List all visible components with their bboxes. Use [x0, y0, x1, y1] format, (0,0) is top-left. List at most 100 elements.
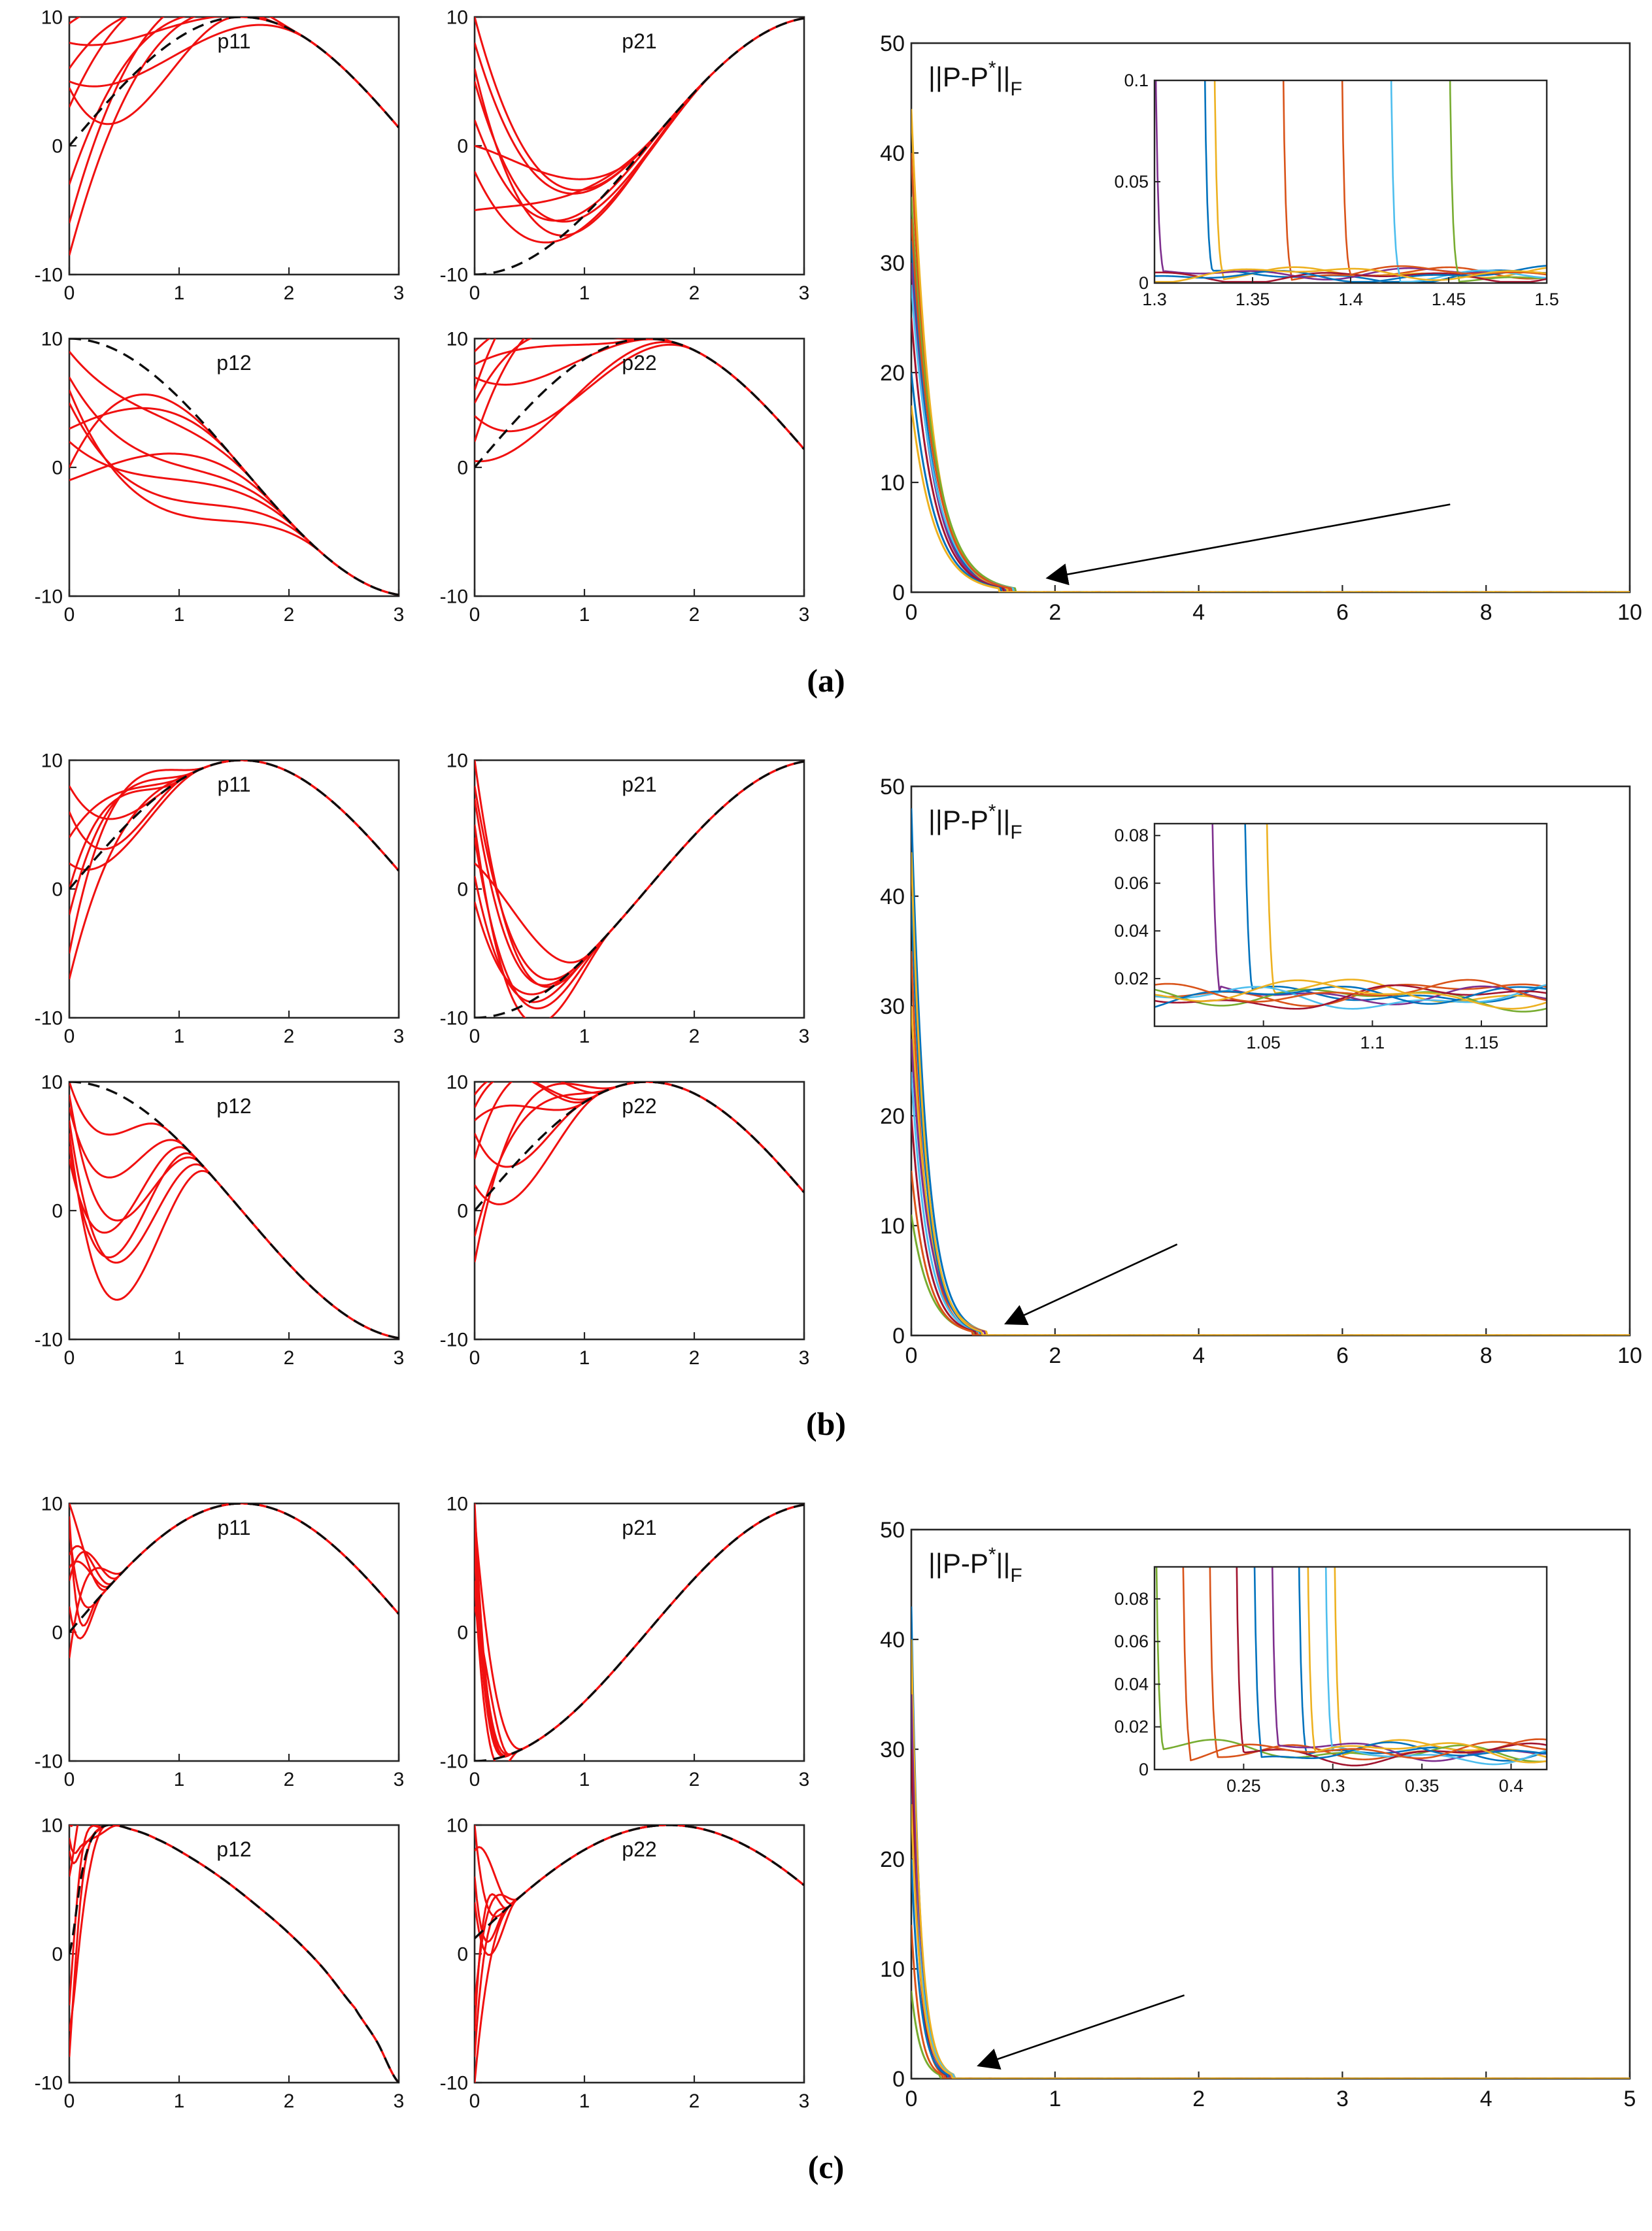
- target-curve: [69, 339, 399, 596]
- x-tick-label: 2: [284, 1769, 295, 1790]
- trajectory-line: [475, 760, 804, 1018]
- subplot-curves: [69, 760, 399, 980]
- x-tick-label: 0: [64, 282, 75, 304]
- y-tick-label: 0: [457, 136, 468, 158]
- x-tick-label: 2: [1049, 1343, 1061, 1368]
- y-tick-label: -10: [35, 1008, 63, 1030]
- x-tick-label: 0: [469, 1026, 480, 1047]
- x-tick-label: 10: [1617, 600, 1642, 625]
- norm-series-line: [911, 1990, 1630, 2079]
- x-tick-label: 3: [799, 282, 810, 304]
- panel-b-plots: 0 1 2 3 -10 0 10 p11 0 1 2 3 -10 0 10 p21 0 1 2 3 -10 0 10 p12 0…: [0, 743, 1652, 1486]
- trajectory-line: [475, 1503, 804, 1751]
- y-tick-label: 0: [52, 136, 63, 158]
- inset-arrow-annotation: [977, 1994, 1185, 2070]
- x-tick-label: 2: [689, 1347, 700, 1369]
- inset-series-line: [1155, 1567, 1547, 1763]
- panel-a: 0 1 2 3 -10 0 10 p11 0 1 2 3 -10 0 10 p21 0 1 2 3 -10 0 10 p12 0…: [0, 0, 1652, 743]
- inset-series-line: [1182, 1567, 1547, 1762]
- target-curve: [475, 1825, 804, 1939]
- y-tick-label: 0: [892, 580, 905, 605]
- y-tick-label: 10: [880, 1957, 905, 1982]
- trajectory-line: [475, 339, 804, 450]
- inset-x-tick-label: 1.4: [1338, 290, 1363, 309]
- x-tick-label: 6: [1336, 600, 1349, 625]
- x-tick-label: 0: [64, 1347, 75, 1369]
- target-curve: [69, 1503, 399, 1634]
- inset-x-tick-label: 1.45: [1432, 290, 1466, 309]
- convergence-axes: 0 2 4 6 8 10 0 10 20 30 40 50: [880, 31, 1642, 625]
- inset-x-tick-label: 1.35: [1236, 290, 1270, 309]
- convergence-chart: 0 2 4 6 8 10 0 10 20 30 40 50 1.3 1.35 1.4 1.45 1.5 0 0.05…: [880, 31, 1642, 625]
- trajectory-line: [69, 1825, 399, 2083]
- inset-x-tick-label: 1.1: [1360, 1033, 1385, 1052]
- inset-y-tick-label: 0.06: [1114, 1632, 1149, 1651]
- norm-series-line: [911, 1115, 1630, 1335]
- target-curve: [475, 339, 804, 469]
- x-tick-label: 3: [799, 1769, 810, 1790]
- x-tick-label: 3: [394, 1026, 405, 1047]
- trajectory-line: [69, 1825, 399, 2083]
- y-tick-label: 0: [52, 1622, 63, 1644]
- x-tick-label: 0: [64, 2090, 75, 2112]
- x-tick-label: 3: [394, 604, 405, 626]
- x-tick-label: 1: [174, 604, 185, 626]
- y-tick-label: -10: [440, 2073, 468, 2094]
- inset-y-tick-label: 0.02: [1114, 969, 1149, 988]
- trajectory-line: [69, 1825, 399, 2083]
- subplot-title: p12: [216, 1094, 251, 1118]
- convergence-series: [911, 109, 1630, 592]
- trajectory-line: [69, 441, 399, 596]
- target-curve: [69, 17, 399, 147]
- x-tick-label: 0: [905, 600, 918, 625]
- target-curve: [475, 1082, 804, 1212]
- trajectory-line: [69, 1107, 399, 1339]
- y-tick-label: 10: [880, 471, 905, 495]
- inset-series-line: [1236, 1567, 1547, 1767]
- norm-series-line: [911, 372, 1630, 592]
- x-tick-label: 1: [174, 1347, 185, 1369]
- x-tick-label: 3: [799, 2090, 810, 2112]
- y-tick-label: 10: [880, 1214, 905, 1239]
- norm-series-line: [911, 1749, 1630, 2079]
- x-tick-label: 0: [64, 604, 75, 626]
- x-tick-label: 0: [469, 2090, 480, 2112]
- x-tick-label: 0: [469, 604, 480, 626]
- trajectory-line: [69, 1133, 399, 1339]
- trajectory-line: [475, 1503, 804, 1756]
- y-tick-label: -10: [35, 1330, 63, 1351]
- inset-y-tick-label: 0: [1139, 1760, 1149, 1779]
- subplot-title: p11: [217, 29, 250, 53]
- x-tick-label: 10: [1617, 1343, 1642, 1368]
- inset-x-tick-label: 0.25: [1226, 1776, 1261, 1796]
- convergence-series: [911, 808, 1630, 1335]
- panel-c-plots: 0 1 2 3 -10 0 10 p11 0 1 2 3 -10 0 10 p21 0 1 2 3 -10 0 10 p12 0…: [0, 1486, 1652, 2230]
- x-tick-label: 3: [394, 1347, 405, 1369]
- inset-y-tick-label: 0.08: [1114, 1589, 1149, 1609]
- convergence-series: [911, 1606, 1630, 2079]
- x-tick-label: 4: [1192, 1343, 1205, 1368]
- y-tick-label: 10: [41, 1072, 63, 1094]
- subplot-curves: [69, 339, 399, 596]
- subplot-title: p12: [216, 1837, 251, 1861]
- x-tick-label: 3: [799, 1347, 810, 1369]
- y-tick-label: -10: [35, 265, 63, 286]
- inset-series-line: [1253, 1567, 1547, 1760]
- y-tick-label: 50: [880, 1518, 905, 1543]
- x-tick-label: 1: [579, 282, 590, 304]
- subplot-title: p21: [622, 1516, 656, 1539]
- x-tick-label: 2: [689, 604, 700, 626]
- y-tick-label: 10: [447, 750, 468, 772]
- x-tick-label: 8: [1480, 600, 1492, 625]
- trajectory-line: [475, 339, 804, 450]
- y-tick-label: -10: [35, 586, 63, 608]
- target-curve: [69, 1082, 399, 1339]
- frobenius-norm-label: ||P-P*||F: [928, 801, 1022, 843]
- x-tick-label: 3: [799, 1026, 810, 1047]
